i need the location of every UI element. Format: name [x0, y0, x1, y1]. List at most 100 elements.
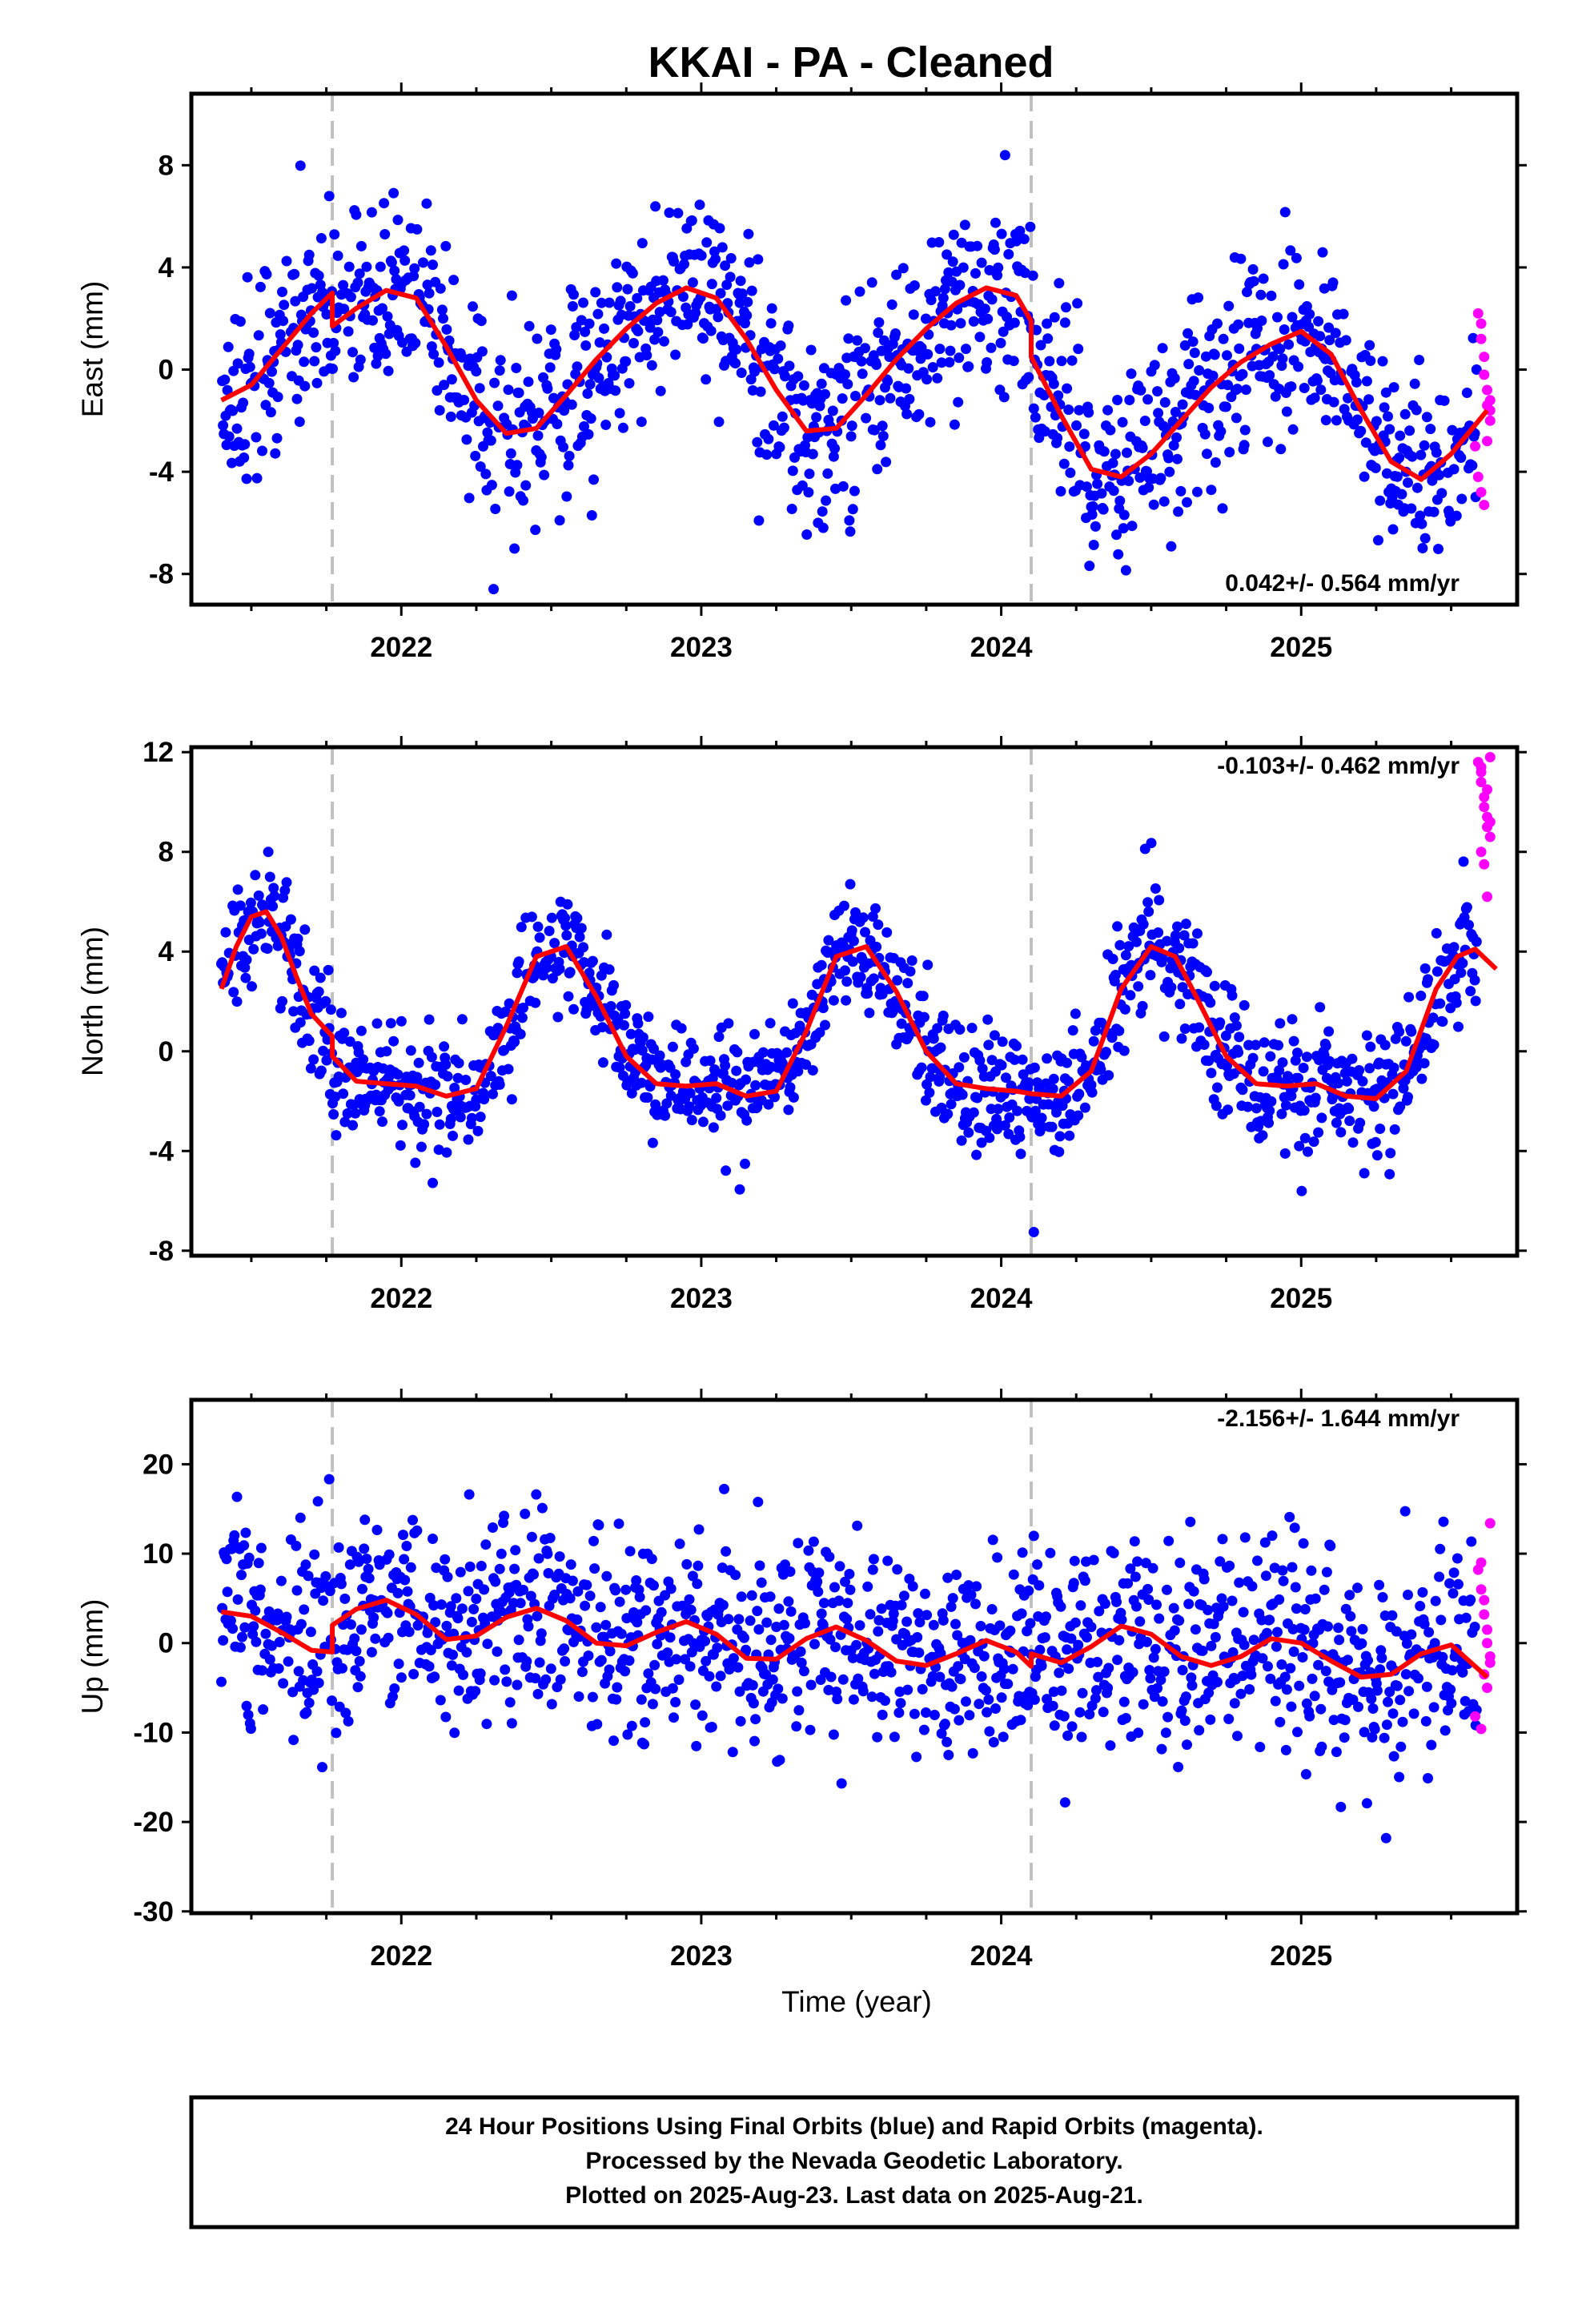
data-point [1229, 1012, 1240, 1023]
data-point [820, 388, 830, 400]
data-point [1352, 414, 1363, 425]
plot-frame [189, 91, 1520, 607]
data-point [634, 1591, 645, 1602]
data-point [421, 198, 432, 209]
data-point [435, 1695, 446, 1706]
data-point [239, 1540, 250, 1551]
data-point [1335, 1801, 1347, 1812]
data-point [563, 460, 574, 471]
data-point [1389, 1124, 1400, 1135]
data-point [1212, 318, 1223, 329]
data-point [881, 456, 892, 468]
data-point [441, 1620, 452, 1631]
data-point [1310, 1092, 1321, 1104]
data-point [545, 1663, 556, 1675]
data-point [896, 1018, 907, 1029]
data-point [925, 1072, 936, 1083]
data-point [441, 324, 452, 335]
data-point [1426, 1739, 1437, 1751]
data-point [267, 1640, 277, 1651]
data-point [670, 1069, 681, 1080]
data-point [756, 1577, 767, 1588]
data-point [665, 1632, 676, 1643]
data-point [1308, 1136, 1319, 1148]
data-point [612, 1682, 623, 1693]
data-point [490, 504, 501, 514]
data-point [734, 1184, 745, 1195]
data-point [697, 333, 709, 344]
data-point [1234, 1577, 1245, 1588]
data-point [568, 289, 579, 300]
data-point [660, 1110, 671, 1121]
data-point [652, 1638, 663, 1650]
data-point [464, 1489, 475, 1500]
data-point [955, 318, 966, 329]
data-point [1289, 1522, 1300, 1534]
data-point [1199, 1039, 1210, 1050]
data-point [1150, 1643, 1161, 1655]
data-point [847, 1652, 858, 1663]
data-point [1439, 1725, 1451, 1736]
data-point [432, 1107, 443, 1117]
data-point [221, 440, 232, 451]
data-point [769, 1092, 780, 1103]
data-point [451, 1593, 462, 1604]
data-point [288, 1735, 299, 1746]
data-point [1047, 1700, 1058, 1711]
data-point [325, 1004, 336, 1015]
data-point [773, 353, 784, 364]
data-point [320, 1570, 331, 1582]
y-tick-label: 10 [143, 1538, 174, 1570]
data-point [241, 473, 252, 485]
data-point [1206, 485, 1217, 496]
data-point [906, 955, 917, 966]
data-point [1203, 1605, 1214, 1615]
data-point [564, 450, 575, 461]
data-point [1324, 1055, 1335, 1067]
data-point [1217, 503, 1228, 514]
data-point [1074, 404, 1085, 416]
data-point [888, 1608, 899, 1619]
x-tick-label: 2025 [1270, 632, 1332, 663]
data-point [882, 1555, 893, 1566]
data-point [852, 1520, 863, 1531]
data-point [615, 296, 626, 307]
data-point [591, 1622, 602, 1633]
data-point [1092, 478, 1103, 489]
data-point [237, 1631, 247, 1642]
data-point [371, 1018, 383, 1029]
data-point [400, 1574, 411, 1586]
data-point [1387, 1088, 1399, 1100]
data-point [733, 1614, 745, 1625]
data-point [727, 1747, 738, 1758]
data-point [752, 436, 763, 448]
data-point [994, 1620, 1006, 1631]
rapid-point [1476, 318, 1487, 329]
data-point [721, 279, 733, 291]
data-point [1434, 1571, 1445, 1582]
data-point [1291, 1603, 1302, 1614]
data-point [1062, 1730, 1074, 1741]
data-point [869, 424, 880, 436]
data-point [800, 1618, 810, 1629]
data-point [530, 1673, 541, 1684]
data-point [841, 976, 853, 987]
data-point [560, 920, 572, 931]
data-point [632, 326, 644, 336]
data-point [1072, 298, 1083, 309]
data-point [1451, 997, 1462, 1008]
data-point [1116, 1614, 1127, 1626]
data-point [321, 309, 332, 320]
data-point [1274, 1594, 1285, 1605]
data-point [725, 271, 736, 283]
data-point [792, 1686, 803, 1697]
data-point [1205, 997, 1216, 1008]
data-point [735, 275, 746, 287]
data-point [844, 1569, 855, 1579]
data-point [785, 1082, 796, 1093]
data-point [488, 1522, 498, 1533]
data-point [480, 1539, 492, 1550]
data-point [549, 1590, 560, 1600]
data-point [1298, 1538, 1309, 1549]
